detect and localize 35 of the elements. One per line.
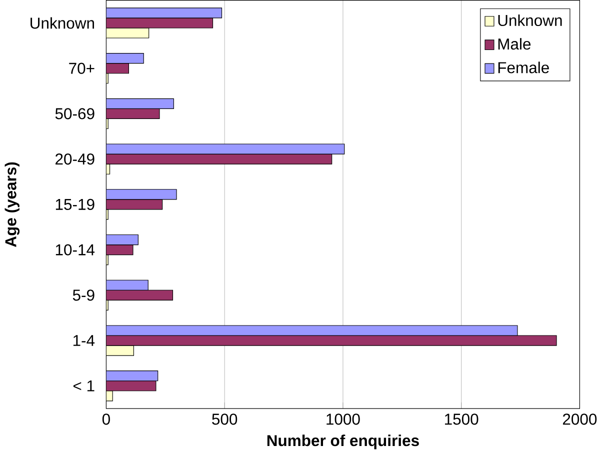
y-tick-label: 70+ (69, 62, 94, 74)
x-tick-label: 0 (102, 414, 110, 425)
bar (106, 370, 158, 382)
bar (106, 199, 163, 210)
y-tick-label: 10-14 (56, 244, 95, 256)
x-tick-label: 1000 (326, 414, 360, 425)
bar (106, 290, 174, 300)
bar (106, 234, 138, 246)
legend-label: Unknown (498, 14, 562, 26)
bar (106, 63, 129, 74)
bar (106, 380, 156, 392)
bar (106, 189, 177, 200)
bar (106, 244, 134, 256)
y-tick-label: 1-4 (73, 335, 95, 346)
y-axis-title: Age (years) (4, 162, 20, 247)
legend-label: Male (498, 38, 531, 50)
bar (106, 154, 332, 164)
x-tick-label: 2000 (562, 414, 597, 425)
legend-label: Female (498, 62, 549, 74)
y-tick-label: 20-49 (56, 153, 94, 165)
bar (106, 144, 345, 154)
bar (106, 325, 518, 336)
x-axis-title: Number of enquiries (267, 434, 419, 450)
bar (106, 280, 148, 290)
bar (106, 98, 174, 109)
y-tick-label: 50-69 (55, 108, 94, 120)
y-tick-label: < 1 (73, 380, 94, 392)
y-tick-label: 5-9 (72, 290, 94, 301)
bar (106, 52, 144, 64)
bar (106, 335, 557, 346)
x-tick-label: 1500 (445, 414, 478, 425)
bar (106, 108, 160, 119)
y-tick-label: Unknown (30, 17, 94, 29)
x-tick-label: 500 (212, 414, 238, 425)
y-tick-label: 15-19 (56, 198, 94, 210)
